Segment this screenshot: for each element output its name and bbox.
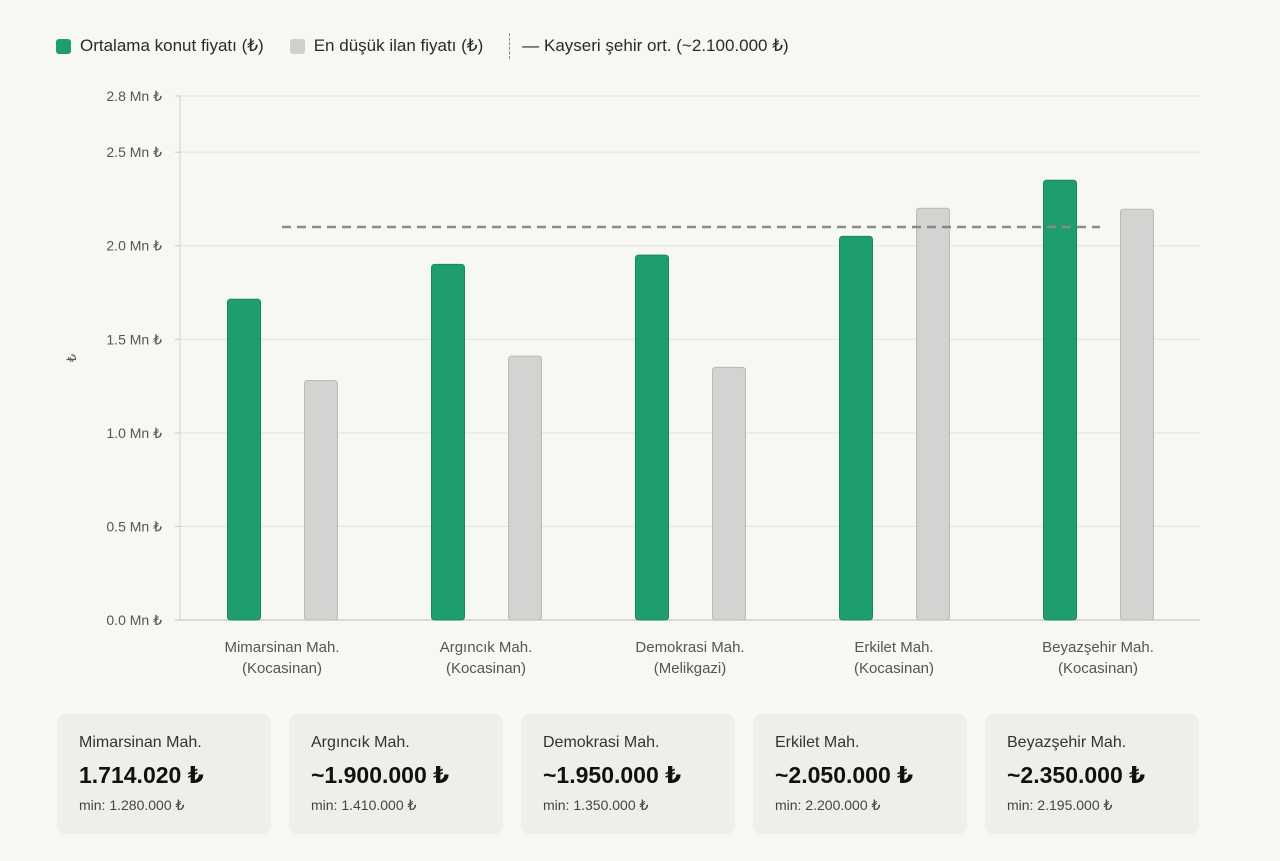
card-name: Erkilet Mah. (775, 734, 860, 751)
summary-cards: Mimarsinan Mah. 1.714.020 ₺ min: 1.280.0… (57, 714, 1199, 834)
legend-item-avg[interactable]: Ortalama konut fiyatı (₺) (56, 36, 264, 56)
bar-min (508, 355, 542, 621)
summary-card-argincik: Argıncık Mah. ~1.900.000 ₺ min: 1.410.00… (289, 714, 503, 834)
card-name: Beyazşehir Mah. (1007, 734, 1127, 751)
bar-min (712, 366, 746, 621)
legend-item-reference[interactable]: — Kayseri şehir ort. (~2.100.000 ₺) (522, 36, 788, 56)
legend-item-min[interactable]: En düşük ilan fiyatı (₺) (289, 36, 484, 56)
bar-min (1120, 208, 1154, 621)
bar-avg (839, 235, 873, 621)
legend-swatch-min (289, 38, 305, 54)
x-tick-label: (Kocasinan) (242, 660, 322, 677)
bar-avg (1043, 179, 1077, 621)
y-tick-label: 1.5 Mn ₺ (106, 331, 162, 347)
x-tick-label: (Kocasinan) (446, 660, 526, 677)
summary-card-mimarsinan: Mimarsinan Mah. 1.714.020 ₺ min: 1.280.0… (57, 714, 271, 834)
x-tick-label: Demokrasi Mah. (635, 639, 744, 656)
legend-label-avg: Ortalama konut fiyatı (₺) (80, 36, 264, 55)
card-name: Mimarsinan Mah. (79, 734, 202, 751)
x-tick-label: (Kocasinan) (1058, 660, 1138, 677)
y-tick-label: 2.0 Mn ₺ (106, 238, 162, 254)
x-tick-label: (Melikgazi) (654, 660, 727, 677)
summary-card-beyazsehir: Beyazşehir Mah. ~2.350.000 ₺ min: 2.195.… (985, 714, 1199, 834)
y-tick-label: 1.0 Mn ₺ (106, 425, 162, 441)
card-min: min: 1.350.000 ₺ (543, 797, 649, 813)
card-name: Argıncık Mah. (311, 734, 410, 751)
card-price: ~1.950.000 ₺ (543, 762, 682, 788)
chart-legend: Ortalama konut fiyatı (₺) En düşük ilan … (56, 33, 815, 59)
x-tick-label: Beyazşehir Mah. (1042, 639, 1154, 656)
bar-avg (431, 263, 465, 621)
legend-swatch-avg (56, 38, 71, 54)
bar-chart: 0.0 Mn ₺ 0.5 Mn ₺ 1.0 Mn ₺ 1.5 Mn ₺ 2.0 Mn ₺… (64, 88, 1200, 677)
bar-avg (227, 298, 261, 621)
card-min: min: 1.410.000 ₺ (311, 797, 417, 813)
card-price: 1.714.020 ₺ (79, 762, 204, 788)
y-tick-label: 0.0 Mn ₺ (106, 612, 162, 628)
y-axis-label: ₺ (64, 354, 79, 362)
card-price: ~1.900.000 ₺ (311, 762, 450, 788)
x-tick-label: Mimarsinan Mah. (224, 639, 339, 656)
bar-avg (635, 254, 669, 621)
y-tick-label: 2.8 Mn ₺ (106, 88, 162, 104)
legend-label-min: En düşük ilan fiyatı (₺) (313, 36, 484, 55)
card-price: ~2.350.000 ₺ (1007, 762, 1146, 788)
card-min: min: 2.195.000 ₺ (1007, 797, 1113, 813)
x-tick-label: Erkilet Mah. (854, 639, 933, 656)
summary-card-erkilet: Erkilet Mah. ~2.050.000 ₺ min: 2.200.000… (753, 714, 967, 834)
bar-min (916, 207, 950, 621)
x-tick-label: (Kocasinan) (854, 660, 934, 677)
y-tick-label: 0.5 Mn ₺ (106, 518, 162, 534)
summary-card-demokrasi: Demokrasi Mah. ~1.950.000 ₺ min: 1.350.0… (521, 714, 735, 834)
legend-label-reference: — Kayseri şehir ort. (~2.100.000 ₺) (522, 36, 789, 55)
bar-min (304, 379, 338, 621)
card-price: ~2.050.000 ₺ (775, 762, 914, 788)
card-min: min: 2.200.000 ₺ (775, 797, 881, 813)
y-tick-label: 2.5 Mn ₺ (106, 144, 162, 160)
legend-divider (509, 33, 511, 59)
card-min: min: 1.280.000 ₺ (79, 797, 185, 813)
card-name: Demokrasi Mah. (543, 734, 660, 751)
x-tick-label: Argıncık Mah. (440, 639, 533, 656)
